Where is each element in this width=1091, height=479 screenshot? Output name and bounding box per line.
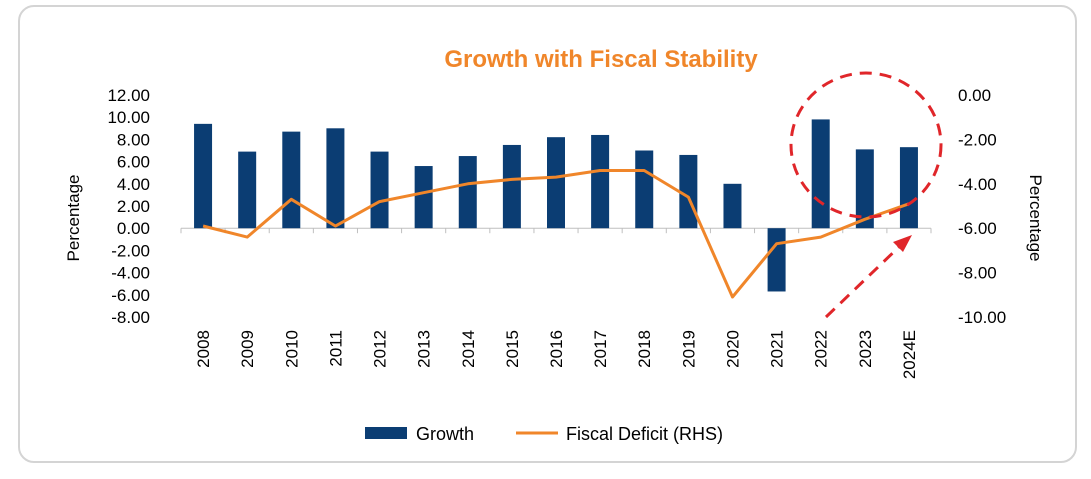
y-tick-label: 8.00 — [117, 130, 150, 149]
legend: Growth Fiscal Deficit (RHS) — [365, 424, 723, 444]
y-tick-label: 4.00 — [117, 175, 150, 194]
growth-bars — [194, 119, 918, 292]
highlight-arrow — [824, 235, 912, 319]
highlight-ellipse — [789, 71, 943, 219]
y-tick-label: -2.00 — [111, 241, 150, 260]
y2-tick-label: -4.00 — [958, 175, 997, 194]
growth-bar — [502, 144, 521, 229]
growth-bar — [855, 149, 874, 229]
x-tick-label: 2020 — [723, 330, 742, 368]
growth-bar — [326, 128, 345, 229]
growth-bar — [547, 137, 565, 229]
x-tick-label: 2014 — [459, 330, 478, 368]
y-tick-label: -6.00 — [111, 286, 150, 305]
y-axis-label: Percentage — [64, 175, 83, 262]
y-tick-label: 2.00 — [117, 197, 150, 216]
left-axis: 12.00 10.00 8.00 6.00 4.00 2.00 0.00 -2.00 -4.00… — [107, 86, 150, 327]
legend-swatch-growth — [365, 427, 407, 439]
x-tick-label: 2015 — [503, 330, 522, 368]
growth-bar — [811, 119, 830, 229]
growth-bar — [370, 151, 389, 229]
x-tick-label: 2008 — [194, 330, 213, 368]
y-tick-label: 6.00 — [117, 153, 150, 172]
x-tick-label: 2017 — [591, 330, 610, 368]
x-axis-labels: 2008 2009 2010 2011 2012 2013 2014 2015 2016 2017… — [194, 330, 919, 379]
growth-bar — [238, 151, 257, 229]
x-tick-label: 2019 — [679, 330, 698, 368]
x-tick-label: 2023 — [856, 330, 875, 368]
x-tick-label: 2009 — [238, 330, 257, 368]
fiscal-deficit-line — [202, 169, 910, 299]
x-tick-label: 2018 — [635, 330, 654, 368]
x-tick-label: 2022 — [812, 330, 831, 368]
x-tick-label: 2010 — [282, 330, 301, 368]
growth-bar — [591, 134, 610, 229]
x-tick-label: 2024E — [900, 330, 919, 379]
y2-tick-label: -6.00 — [958, 219, 997, 238]
y-tick-label: 10.00 — [107, 108, 150, 127]
growth-bar — [414, 166, 433, 229]
right-axis: 0.00 -2.00 -4.00 -6.00 -8.00 -10.00 — [958, 86, 1006, 327]
y2-tick-label: 0.00 — [958, 86, 991, 105]
growth-bar — [723, 183, 742, 229]
legend-label-growth: Growth — [416, 424, 474, 444]
y2-tick-label: -8.00 — [958, 264, 997, 283]
y2-tick-label: -2.00 — [958, 130, 997, 149]
y-tick-label: -8.00 — [111, 308, 150, 327]
x-tick-label: 2013 — [415, 330, 434, 368]
growth-bar — [282, 131, 301, 229]
y-tick-label: 0.00 — [117, 219, 150, 238]
x-axis-ticks — [180, 228, 932, 234]
x-tick-label: 2016 — [547, 330, 566, 368]
growth-bar — [194, 123, 213, 229]
y2-tick-label: -10.00 — [958, 308, 1006, 327]
chart-title: Growth with Fiscal Stability — [444, 46, 758, 73]
y-tick-label: 12.00 — [107, 86, 150, 105]
x-tick-label: 2012 — [371, 330, 390, 368]
x-tick-label: 2011 — [326, 330, 345, 367]
y-tick-label: -4.00 — [111, 264, 150, 283]
legend-label-fiscal-deficit: Fiscal Deficit (RHS) — [566, 424, 723, 444]
growth-bar — [635, 150, 654, 229]
growth-bar — [899, 147, 918, 229]
x-tick-label: 2021 — [768, 330, 787, 368]
growth-bar — [767, 228, 786, 292]
y2-axis-label: Percentage — [1026, 175, 1045, 262]
growth-bar — [458, 156, 477, 229]
